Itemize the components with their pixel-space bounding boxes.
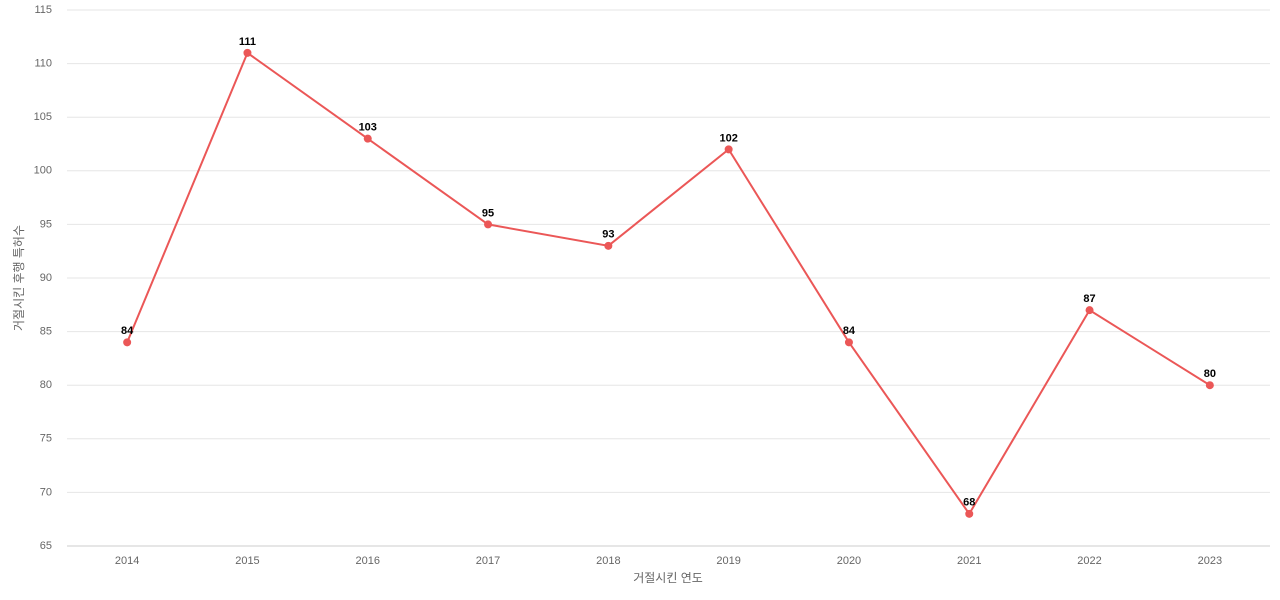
data-label: 102	[719, 132, 737, 144]
data-label: 103	[359, 122, 377, 134]
x-tick-label: 2019	[716, 555, 740, 567]
point	[243, 48, 252, 57]
y-axis-label: 거절시킨 후행 특허수	[11, 225, 26, 331]
x-tick-label: 2023	[1198, 555, 1222, 567]
data-label: 84	[843, 325, 856, 337]
point	[363, 134, 372, 143]
point	[1085, 306, 1094, 315]
data-label: 84	[121, 325, 134, 337]
data-label: 80	[1204, 368, 1216, 380]
point	[1205, 381, 1214, 390]
data-label: 68	[963, 497, 975, 509]
y-tick-label: 90	[40, 272, 52, 284]
data-label: 87	[1083, 293, 1095, 305]
x-tick-label: 2016	[356, 555, 380, 567]
point	[604, 241, 613, 250]
y-tick-label: 80	[40, 379, 52, 391]
x-tick-label: 2014	[115, 555, 139, 567]
x-tick-label: 2018	[596, 555, 620, 567]
x-tick-label: 2021	[957, 555, 981, 567]
x-tick-label: 2017	[476, 555, 500, 567]
y-tick-label: 85	[40, 326, 52, 338]
data-label: 93	[602, 229, 614, 241]
data-label: 95	[482, 207, 494, 219]
point	[965, 509, 974, 518]
y-tick-label: 65	[40, 540, 52, 552]
x-tick-label: 2015	[235, 555, 259, 567]
y-tick-label: 110	[34, 58, 52, 70]
x-tick-label: 2022	[1077, 555, 1101, 567]
data-label: 111	[239, 36, 256, 48]
y-tick-label: 105	[34, 111, 52, 123]
point	[123, 338, 132, 347]
x-tick-label: 2020	[837, 555, 861, 567]
point	[724, 145, 733, 154]
y-tick-label: 100	[34, 165, 52, 177]
y-tick-label: 95	[40, 218, 52, 230]
x-axis-label: 거절시킨 연도	[633, 571, 703, 585]
y-tick-label: 70	[40, 486, 52, 498]
line	[126, 51, 1211, 516]
point	[484, 220, 493, 229]
point	[844, 338, 853, 347]
y-tick-label: 75	[40, 433, 52, 445]
y-tick-label: 115	[34, 4, 52, 16]
